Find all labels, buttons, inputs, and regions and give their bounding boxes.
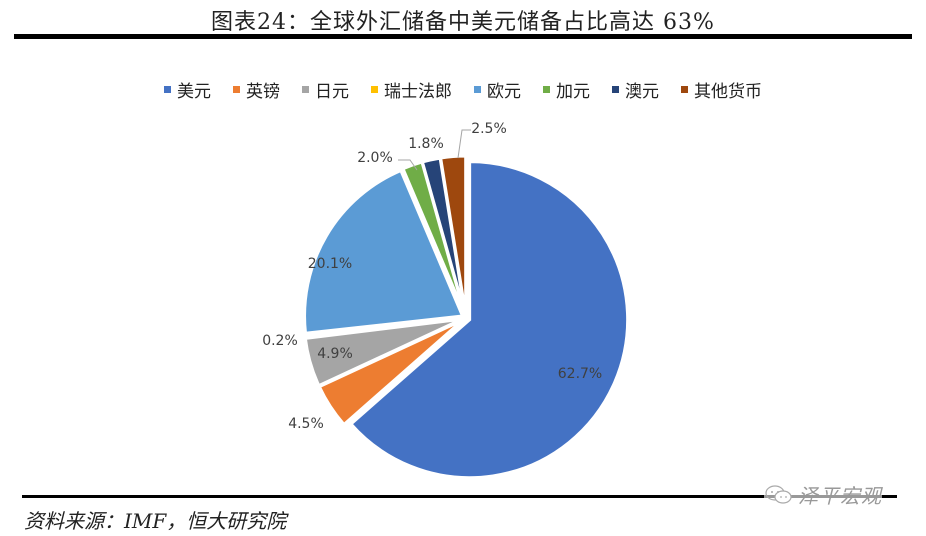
legend-swatch [233, 86, 240, 93]
legend-swatch [681, 86, 688, 93]
legend-label: 美元 [177, 82, 211, 102]
watermark: 泽平宏观 [764, 480, 882, 509]
legend-swatch [302, 86, 309, 93]
legend-swatch [474, 86, 481, 93]
leader-lines [398, 129, 471, 171]
legend-item-other: 其他货币 [681, 77, 762, 102]
leader-line [398, 159, 418, 171]
legend-label: 英镑 [246, 82, 280, 102]
legend-item-cad: 加元 [543, 77, 590, 102]
pie-slice [303, 168, 465, 335]
legend-label: 欧元 [487, 82, 521, 102]
pie-slice [303, 316, 463, 340]
leader-line [457, 129, 471, 159]
data-labels: 62.7% 4.5% 4.9% 0.2% 20.1% 2.0% 1.8% 2.5% [262, 121, 602, 432]
legend-label: 日元 [315, 82, 349, 102]
data-label: 2.0% [357, 150, 393, 166]
legend-label: 加元 [556, 82, 590, 102]
legend-item-usd: 美元 [164, 77, 211, 102]
data-label: 2.5% [471, 121, 507, 137]
data-label: 20.1% [308, 256, 352, 272]
legend-item-chf: 瑞士法郎 [371, 77, 452, 102]
wechat-icon [765, 484, 792, 504]
source-note: 资料来源：IMF，恒大研究院 [24, 509, 287, 533]
pie-slices [303, 154, 630, 480]
footer-divider [22, 495, 897, 498]
title-divider [14, 34, 912, 39]
data-label: 4.9% [317, 346, 353, 362]
data-label: 1.8% [408, 136, 444, 152]
data-label: 0.2% [262, 333, 298, 349]
legend-label: 其他货币 [694, 82, 762, 102]
legend-item-gbp: 英镑 [233, 77, 280, 102]
legend-label: 瑞士法郎 [384, 82, 452, 102]
legend-swatch [164, 86, 171, 93]
pie-slice [438, 154, 468, 315]
legend-label: 澳元 [625, 82, 659, 102]
legend-swatch [612, 86, 619, 93]
watermark-text: 泽平宏观 [798, 484, 882, 508]
chart-title: 图表24：全球外汇储备中美元储备占比高达 63% [211, 10, 715, 35]
pie-slice [348, 160, 630, 480]
data-label: 4.5% [288, 416, 324, 432]
legend-item-jpy: 日元 [302, 77, 349, 102]
legend-item-aud: 澳元 [612, 77, 659, 102]
legend-item-eur: 欧元 [474, 77, 521, 102]
legend-swatch [543, 86, 550, 93]
legend-swatch [371, 86, 378, 93]
legend: 美元 英镑 日元 瑞士法郎 欧元 加元 澳元 其他货币 [0, 77, 926, 102]
data-label: 62.7% [558, 366, 602, 382]
